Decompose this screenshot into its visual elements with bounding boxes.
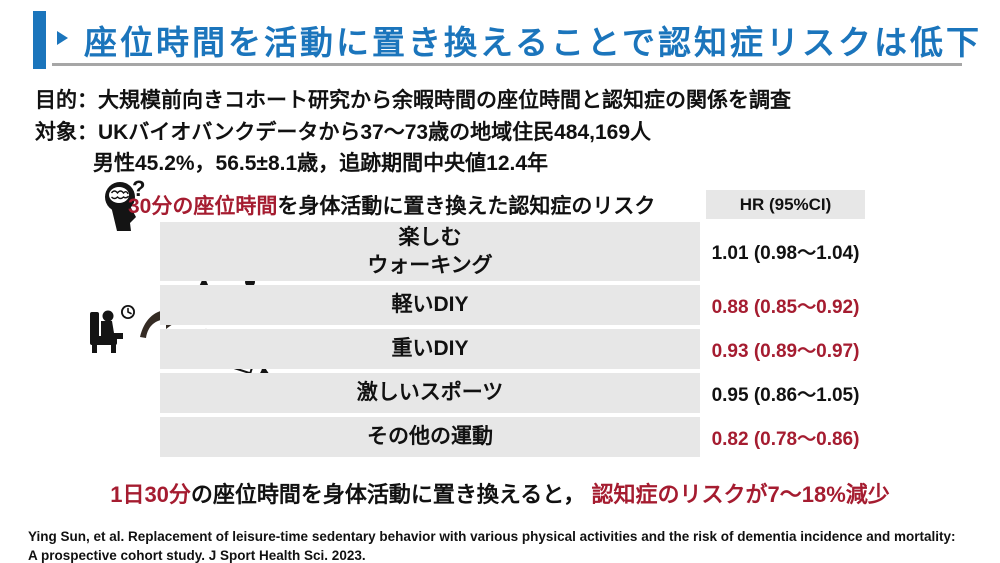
table-row: 激しいスポーツ 0.95 (0.86〜1.05)	[160, 373, 865, 413]
thinking-head-icon: ?	[105, 179, 145, 231]
summary-middle: の座位時間を身体活動に置き換えると，	[190, 482, 586, 507]
title-accent-bar	[33, 11, 46, 69]
title-divider	[52, 63, 962, 66]
citation: Ying Sun, et al. Replacement of leisure-…	[28, 527, 956, 563]
hr-value-cell: 0.93 (0.89〜0.97)	[706, 329, 865, 369]
activity-cell: 楽しむ ウォーキング	[160, 222, 700, 281]
table-row: 軽いDIY 0.88 (0.85〜0.92)	[160, 285, 865, 325]
table-row: 楽しむ ウォーキング 1.01 (0.98〜1.04)	[160, 222, 865, 281]
figure-title-highlight: 30分の座位時間	[128, 194, 278, 218]
activity-cell: その他の運動	[160, 417, 700, 457]
risk-table: 楽しむ ウォーキング 1.01 (0.98〜1.04) 軽いDIY 0.88 (…	[160, 222, 865, 457]
subjects-detail-line: 男性45.2%，56.5±8.1歳，追跡期間中央値12.4年	[93, 152, 549, 175]
activity-cell: 重いDIY	[160, 329, 700, 369]
title-bullet-triangle-icon	[57, 31, 68, 45]
page-title: 座位時間を活動に置き換えることで認知症リスクは低下	[84, 24, 983, 61]
figure-title: 30分の座位時間 を身体活動に置き換えた認知症のリスク	[128, 190, 655, 219]
hr-value-cell: 0.95 (0.86〜1.05)	[706, 373, 865, 413]
summary-line: 1日30分の座位時間を身体活動に置き換えると， 認知症のリスクが7〜18%減少	[0, 477, 1000, 509]
subjects-line: 対象：UKバイオバンクデータから37〜73歳の地域住民484,169人	[35, 121, 652, 144]
figure-title-rest: を身体活動に置き換えた認知症のリスク	[277, 194, 656, 218]
table-row: その他の運動 0.82 (0.78〜0.86)	[160, 417, 865, 457]
activity-cell: 軽いDIY	[160, 285, 700, 325]
citation-line-1: Ying Sun, et al. Replacement of leisure-…	[28, 529, 956, 544]
summary-highlight-1: 1日30分	[110, 482, 191, 507]
sitting-clock-icon	[90, 305, 135, 353]
hr-value-cell: 1.01 (0.98〜1.04)	[706, 222, 865, 281]
summary-highlight-2: 認知症のリスクが7〜18%減少	[591, 482, 890, 507]
table-row: 重いDIY 0.93 (0.89〜0.97)	[160, 329, 865, 369]
activity-cell: 激しいスポーツ	[160, 373, 700, 413]
citation-line-2: A prospective cohort study. J Sport Heal…	[28, 548, 366, 563]
hr-value-cell: 0.82 (0.78〜0.86)	[706, 417, 865, 457]
hr-value-cell: 0.88 (0.85〜0.92)	[706, 285, 865, 325]
hr-column-header: HR (95%CI)	[706, 190, 865, 219]
svg-text:?: ?	[132, 179, 145, 201]
purpose-line: 目的：大規模前向きコホート研究から余暇時間の座位時間と認知症の関係を調査	[35, 89, 791, 112]
